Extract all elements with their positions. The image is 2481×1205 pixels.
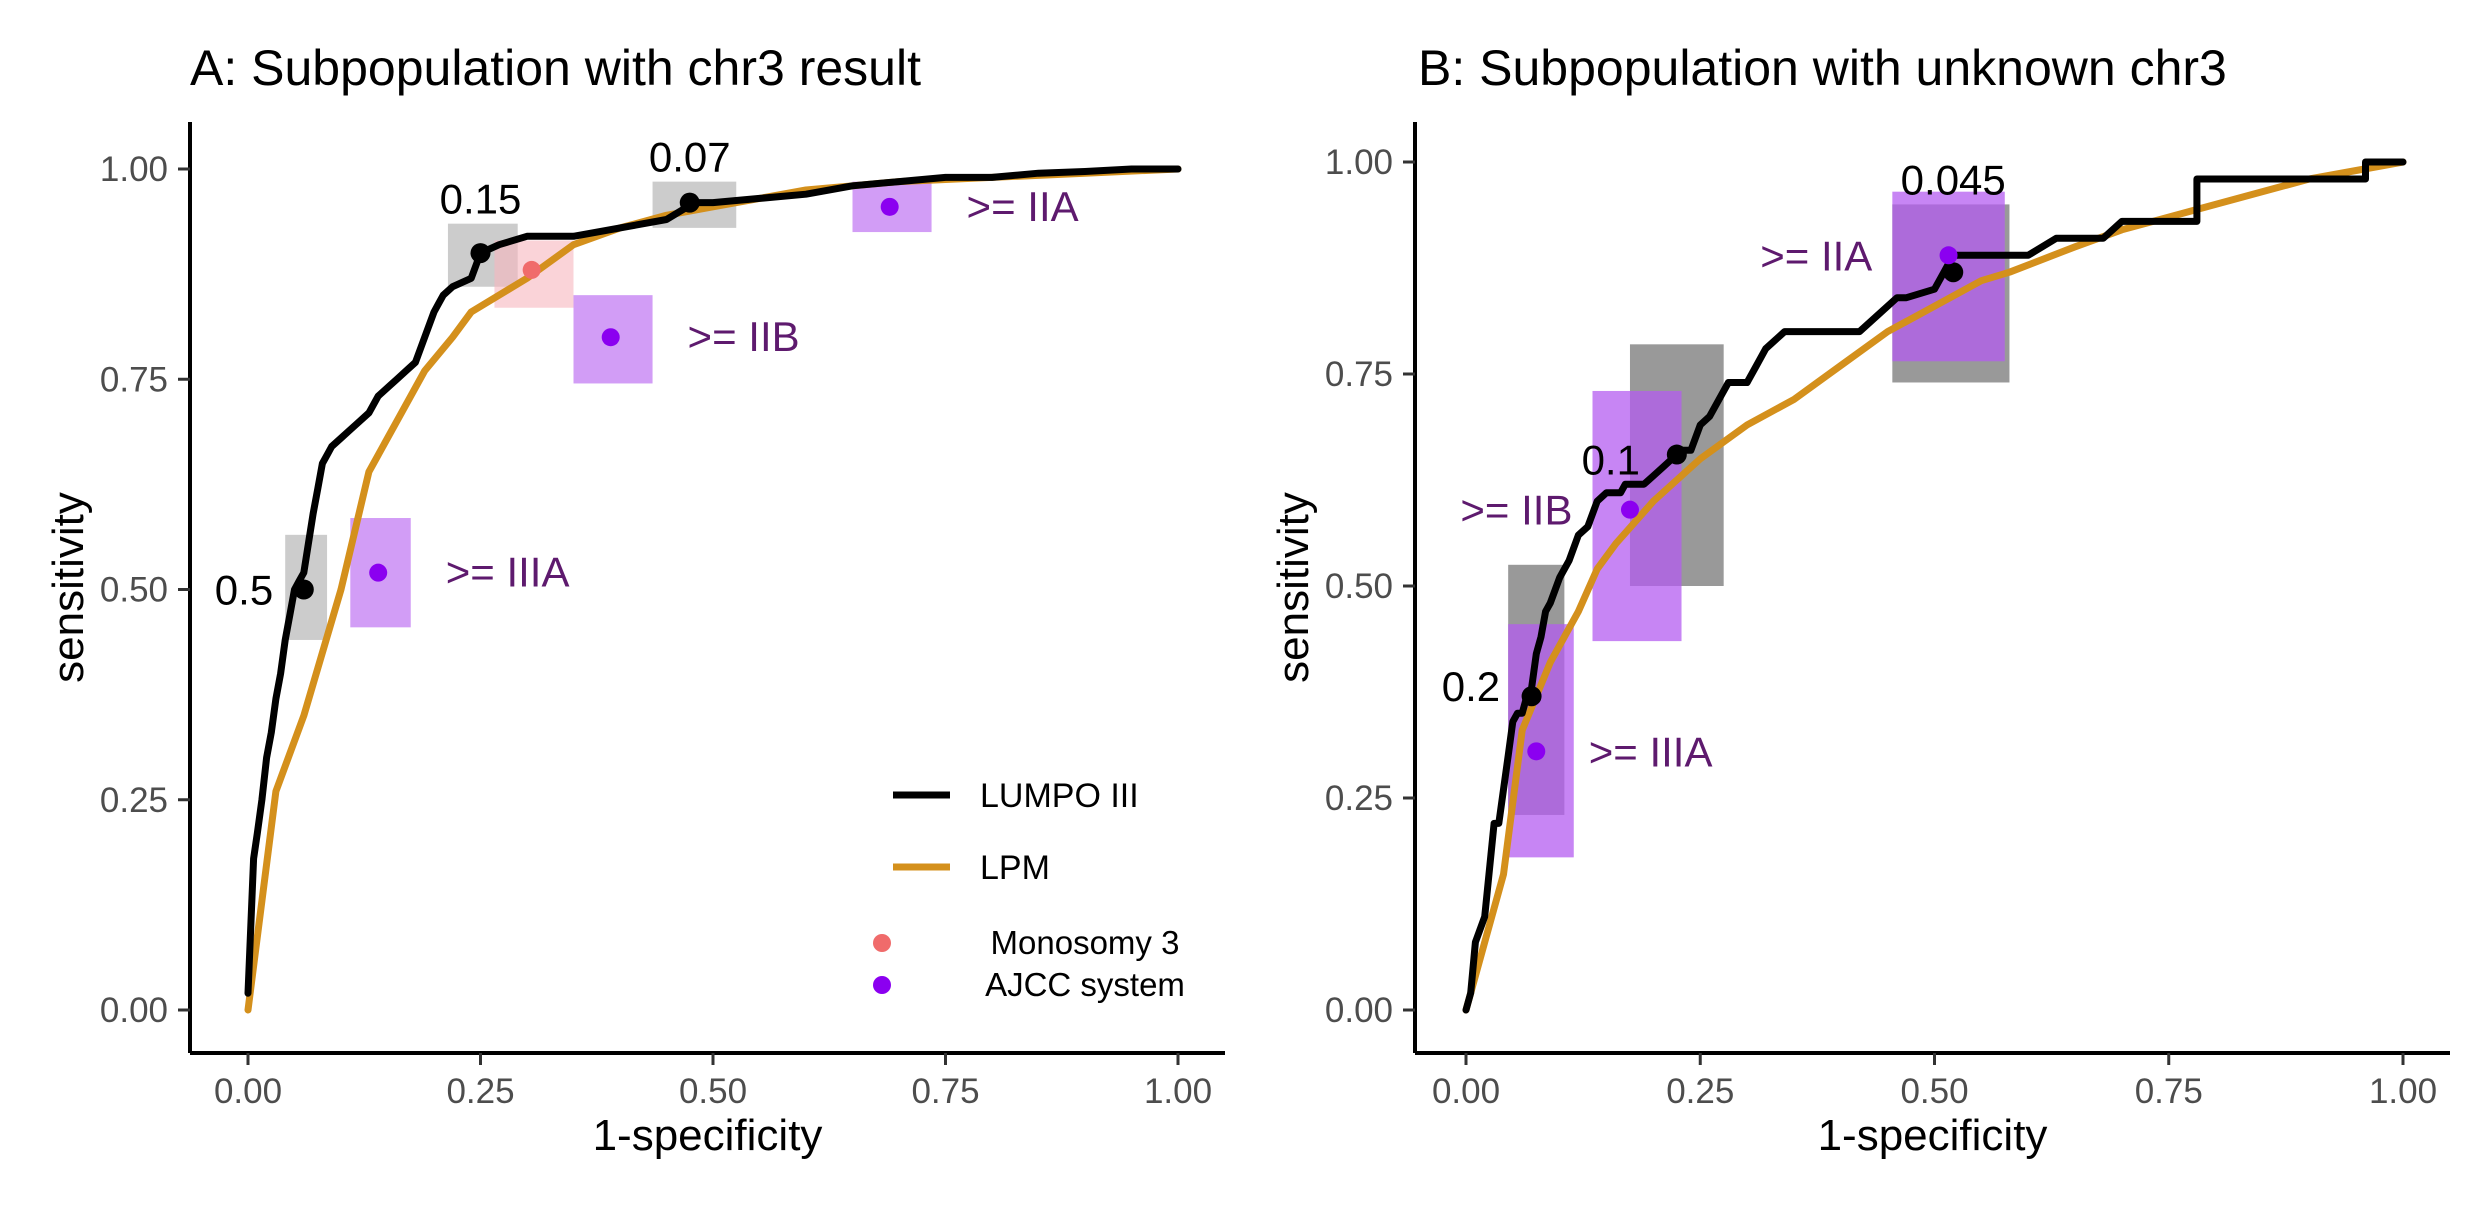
ajcc-point — [1527, 742, 1546, 761]
x-tick-label: 1.00 — [2369, 1072, 2437, 1111]
threshold-label: 0.2 — [1442, 663, 1500, 710]
y-axis-title: sensitivity — [44, 492, 93, 683]
y-axis-title: sensitivity — [1269, 492, 1318, 683]
threshold-point — [1666, 444, 1687, 465]
threshold-point — [1521, 686, 1542, 707]
threshold-point — [1943, 262, 1964, 283]
y-tick-label: 0.25 — [100, 781, 168, 820]
ajcc-label: >= IIB — [688, 313, 800, 360]
threshold-label: 0.045 — [1901, 156, 2006, 203]
ajcc-label: >= IIB — [1460, 487, 1572, 534]
x-axis-title: 1-specificity — [1818, 1111, 2048, 1160]
y-tick-label: 0.50 — [1325, 567, 1393, 606]
x-tick-label: 0.00 — [214, 1072, 282, 1111]
legend-line-label: LUMPO III — [980, 777, 1139, 815]
y-tick-label: 0.75 — [100, 360, 168, 399]
ajcc-point — [601, 328, 620, 347]
x-tick-label: 0.50 — [679, 1072, 747, 1111]
ajcc-label: >= IIA — [967, 183, 1079, 230]
y-tick-label: 0.50 — [100, 571, 168, 610]
y-tick-label: 0.25 — [1325, 779, 1393, 818]
chart-title: A: Subpopulation with chr3 result — [190, 40, 921, 96]
y-tick-label: 1.00 — [1325, 143, 1393, 182]
threshold-point — [470, 243, 491, 264]
x-tick-label: 0.25 — [446, 1072, 514, 1111]
threshold-label: 0.15 — [440, 176, 522, 223]
chart-title: B: Subpopulation with unknown chr3 — [1418, 40, 2227, 96]
legend-line-label: LPM — [980, 849, 1050, 887]
threshold-label: 0.5 — [215, 567, 273, 614]
x-tick-label: 0.75 — [2135, 1072, 2203, 1111]
x-tick-label: 0.50 — [1900, 1072, 1968, 1111]
ajcc-label: >= IIIA — [446, 549, 570, 596]
legend-point-swatch — [873, 976, 891, 994]
threshold-point — [293, 579, 314, 600]
monosomy3-point — [522, 260, 541, 279]
threshold-point — [679, 192, 700, 213]
legend-point-swatch — [873, 934, 891, 952]
y-tick-label: 0.00 — [100, 991, 168, 1030]
threshold-label: 0.1 — [1582, 437, 1640, 484]
x-tick-label: 0.00 — [1432, 1072, 1500, 1111]
x-tick-label: 0.25 — [1666, 1072, 1734, 1111]
y-tick-label: 0.00 — [1325, 991, 1393, 1030]
panel-a: A: Subpopulation with chr3 result 0.00 0.0… — [44, 40, 1225, 1160]
legend-point-label: AJCC system — [985, 966, 1185, 1003]
legend-point-label: Monosomy 3 — [991, 924, 1180, 961]
x-tick-label: 1.00 — [1144, 1072, 1212, 1111]
ajcc-label: >= IIA — [1760, 232, 1872, 279]
threshold-label: 0.07 — [649, 134, 731, 181]
ajcc-point — [1620, 500, 1639, 519]
ajcc-point — [369, 563, 388, 582]
lumpo-iii-curve — [244, 165, 1182, 997]
ajcc-point — [1939, 246, 1958, 265]
ajcc-label: >= IIIA — [1589, 728, 1713, 775]
x-axis-title: 1-specificity — [593, 1111, 823, 1160]
panel-b: B: Subpopulation with unknown chr3 0.00 0.… — [1269, 40, 2450, 1160]
y-tick-label: 0.75 — [1325, 355, 1393, 394]
y-tick-label: 1.00 — [100, 150, 168, 189]
x-tick-label: 0.75 — [911, 1072, 979, 1111]
legend: LUMPO III LPM Monosomy 3 AJCC system — [873, 777, 1185, 1003]
ajcc-point — [880, 197, 899, 216]
